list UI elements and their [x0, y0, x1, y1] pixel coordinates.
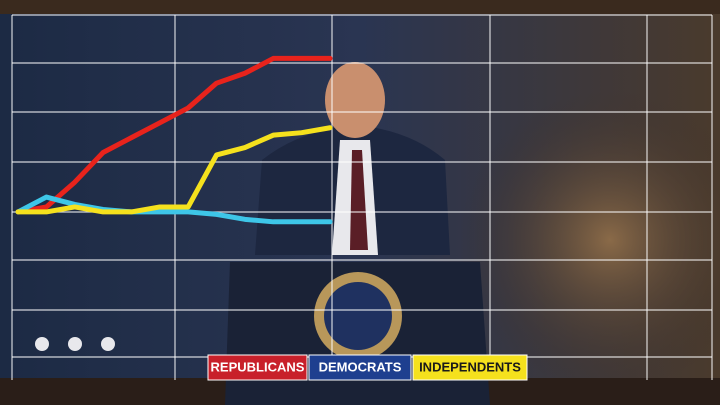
- speaker-tie: [350, 150, 368, 250]
- series-line: [15, 125, 333, 215]
- plot: [15, 55, 333, 225]
- series-line: [15, 194, 333, 225]
- legend: REPUBLICANS DEMOCRATS INDEPENDENTS: [207, 354, 528, 381]
- grid: [11, 14, 713, 380]
- legend-swatch: [412, 354, 528, 381]
- stars: [35, 337, 115, 351]
- legend-label: REPUBLICANS: [211, 359, 305, 374]
- legend-label: INDEPENDENTS: [419, 359, 521, 374]
- podium-seal-inner: [324, 282, 392, 350]
- top-frame: [0, 0, 720, 14]
- legend-swatch: [207, 354, 308, 381]
- legend-swatch: [308, 354, 412, 381]
- legend-label: DEMOCRATS: [319, 359, 402, 374]
- speaker-head: [325, 62, 385, 138]
- series-line: [15, 55, 333, 215]
- wall-seal: [460, 90, 720, 390]
